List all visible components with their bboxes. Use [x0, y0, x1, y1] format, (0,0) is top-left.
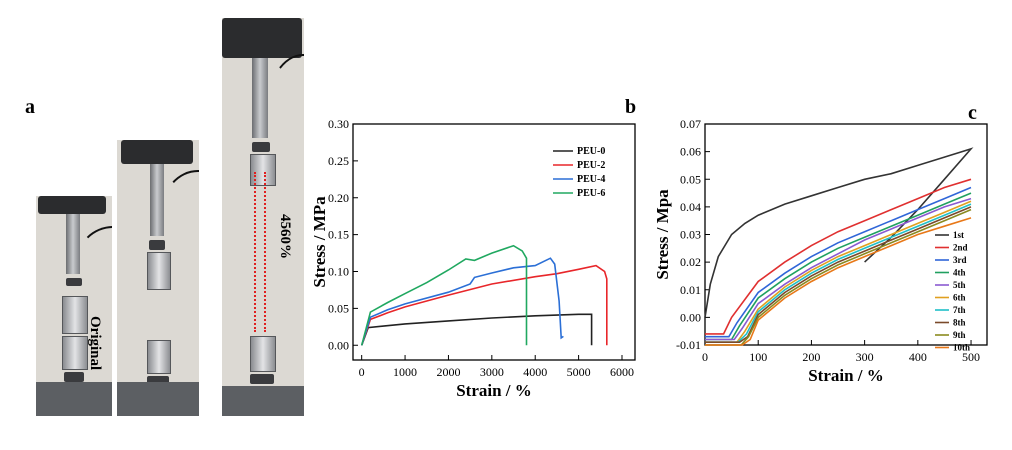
y-tick-label: 0.07: [680, 117, 701, 131]
y-tick-label: 0.03: [680, 228, 701, 242]
legend-label: 1st: [953, 230, 964, 240]
series-line-10th: [705, 217, 972, 346]
cyclic-loading-chart: 0 100 200 300 400 500 -0.01 0.00 0.01 0.02 0.03 0.0…: [653, 117, 988, 385]
series-line-7th: [705, 203, 972, 343]
x-tick-label: 4000: [523, 365, 547, 379]
photo-stretched: [222, 18, 304, 416]
legend-label: 6th: [953, 293, 966, 303]
y-tick-label: 0.05: [680, 172, 701, 186]
y-tick-label: 0.00: [328, 338, 349, 352]
y-tick-label: 0.30: [328, 117, 349, 131]
tensile-curve-chart: 0 1000 2000 3000 4000 5000 6000 0.00 0.05 0.10 0.1…: [310, 117, 636, 400]
photo-midway: [117, 140, 199, 416]
panel-c-label: c: [968, 102, 977, 124]
x-tick-label: 400: [909, 350, 927, 364]
y-tick-label: 0.10: [328, 265, 349, 279]
legend-label: PEU-6: [577, 188, 605, 199]
x-tick-label: 500: [962, 350, 980, 364]
legend-label: 8th: [953, 318, 966, 328]
legend-label: 5th: [953, 280, 966, 290]
legend-label: 10th: [953, 343, 970, 353]
series-line-5th: [705, 197, 972, 341]
legend-label: PEU-2: [577, 160, 605, 171]
series-line-9th: [705, 208, 972, 346]
series-line-3rd: [705, 186, 972, 338]
x-tick-label: 0: [702, 350, 708, 364]
series-line-6th: [705, 200, 972, 343]
legend-label: PEU-4: [577, 174, 605, 185]
legend-label: 2nd: [953, 243, 968, 253]
x-tick-label: 1000: [393, 365, 417, 379]
photo-stretched-label: 4560%: [277, 214, 293, 259]
x-axis-label: Strain / %: [808, 366, 884, 385]
series-line-2nd: [705, 178, 972, 335]
series-line-4th: [705, 192, 972, 341]
x-tick-label: 3000: [480, 365, 504, 379]
legend-label: 3rd: [953, 255, 967, 265]
x-axis-label: Strain / %: [456, 381, 532, 400]
x-tick-label: 300: [856, 350, 874, 364]
x-tick-label: 6000: [610, 365, 634, 379]
series-line-PEU-6: [360, 244, 528, 346]
series-line-PEU-4: [360, 257, 564, 346]
x-tick-label: 100: [749, 350, 767, 364]
y-tick-label: 0.06: [680, 145, 701, 159]
y-axis-label: Stress / MPa: [310, 196, 329, 288]
legend-label: PEU-0: [577, 146, 605, 157]
y-tick-label: -0.01: [676, 338, 701, 352]
stretch-dotted-line-left: [254, 172, 256, 332]
series-line-PEU-2: [360, 264, 608, 346]
photo-original-label: Original: [87, 316, 103, 371]
x-tick-label: 5000: [567, 365, 591, 379]
stretch-dotted-line-right: [264, 172, 266, 332]
series-line-1st: [704, 147, 974, 318]
x-tick-label: 200: [802, 350, 820, 364]
plot-frame: [352, 123, 636, 361]
legend-label: 9th: [953, 330, 966, 340]
x-tick-label: 2000: [436, 365, 460, 379]
legend-label: 7th: [953, 305, 966, 315]
y-axis-label: Stress / Mpa: [653, 189, 672, 280]
y-tick-label: 0.02: [680, 255, 701, 269]
y-tick-label: 0.05: [328, 301, 349, 315]
y-tick-label: 0.15: [328, 228, 349, 242]
y-tick-label: 0.20: [328, 191, 349, 205]
x-tick-label: 0: [359, 365, 365, 379]
panel-a-label: a: [25, 96, 35, 118]
y-tick-label: 0.25: [328, 154, 349, 168]
y-tick-label: 0.00: [680, 310, 701, 324]
legend-label: 4th: [953, 268, 966, 278]
series-line-8th: [705, 206, 972, 343]
y-tick-label: 0.01: [680, 283, 701, 297]
y-tick-label: 0.04: [680, 200, 701, 214]
series-line-PEU-0: [360, 313, 593, 346]
panel-b-label: b: [625, 96, 637, 118]
photo-original: [36, 196, 112, 416]
